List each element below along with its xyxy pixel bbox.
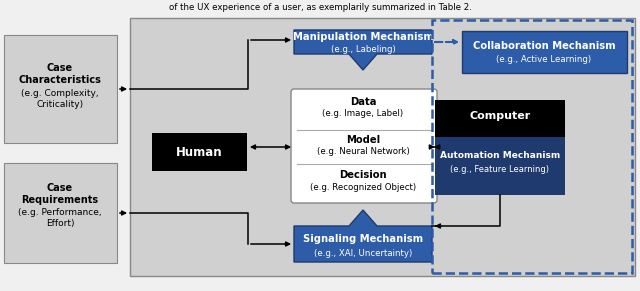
- Polygon shape: [294, 30, 432, 70]
- Text: (e.g., Active Learning): (e.g., Active Learning): [497, 56, 591, 65]
- Bar: [462, 31, 627, 73]
- Text: Automation Mechanism: Automation Mechanism: [440, 152, 560, 161]
- Text: Human: Human: [176, 146, 222, 159]
- Text: Data: Data: [349, 97, 376, 107]
- Text: Collaboration Mechanism: Collaboration Mechanism: [473, 41, 615, 51]
- FancyBboxPatch shape: [291, 89, 437, 203]
- Text: Decision: Decision: [339, 170, 387, 180]
- Text: Model: Model: [346, 135, 380, 145]
- Polygon shape: [294, 210, 432, 262]
- Bar: [152, 133, 247, 171]
- Text: (e.g., Labeling): (e.g., Labeling): [331, 45, 396, 54]
- Text: (e.g. Image, Label): (e.g. Image, Label): [323, 109, 404, 118]
- Text: Case
Characteristics: Case Characteristics: [19, 63, 101, 85]
- Text: of the UX experience of a user, as exemplarily summarized in Table 2.: of the UX experience of a user, as exemp…: [168, 3, 472, 12]
- Bar: [435, 100, 565, 195]
- Bar: [432, 20, 632, 273]
- Text: (e.g. Recognized Object): (e.g. Recognized Object): [310, 182, 416, 191]
- Bar: [4, 163, 117, 263]
- Text: (e.g., XAI, Uncertainty): (e.g., XAI, Uncertainty): [314, 249, 412, 258]
- Text: Manipulation Mechanism: Manipulation Mechanism: [292, 32, 433, 42]
- Bar: [130, 18, 635, 276]
- Text: (e.g. Performance,
Effort): (e.g. Performance, Effort): [18, 208, 102, 228]
- Text: (e.g., Feature Learning): (e.g., Feature Learning): [451, 166, 550, 175]
- Text: Signaling Mechanism: Signaling Mechanism: [303, 234, 423, 244]
- Bar: [4, 35, 117, 143]
- Text: (e.g. Complexity,
Criticality): (e.g. Complexity, Criticality): [21, 89, 99, 109]
- Text: Case
Requirements: Case Requirements: [21, 183, 99, 205]
- Bar: [435, 137, 565, 195]
- Text: (e.g. Neural Network): (e.g. Neural Network): [317, 148, 410, 157]
- Text: Computer: Computer: [469, 111, 531, 121]
